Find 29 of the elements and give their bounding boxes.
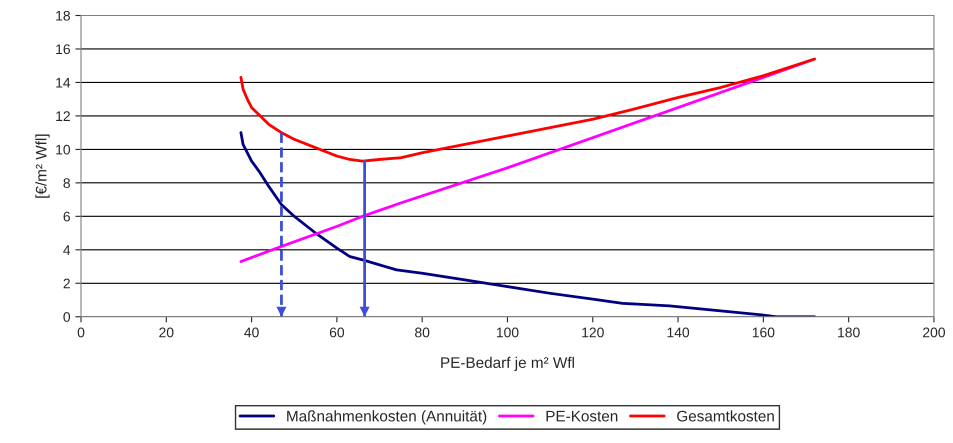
y-tick-label: 16 bbox=[56, 44, 70, 54]
y-tick-label: 4 bbox=[63, 245, 70, 255]
x-tick-label: 80 bbox=[415, 328, 430, 338]
x-tick-label: 200 bbox=[923, 328, 945, 338]
y-tick-label: 0 bbox=[63, 312, 70, 322]
x-tick-label: 180 bbox=[838, 328, 860, 338]
line-series bbox=[240, 58, 816, 162]
x-tick-label: 140 bbox=[668, 328, 690, 338]
y-tick-label: 2 bbox=[64, 278, 70, 288]
x-tick-label: 160 bbox=[752, 328, 774, 338]
x-axis-title: PE-Bedarf je m² Wfl bbox=[441, 356, 574, 372]
y-axis-title: [€/m² Wfl] bbox=[35, 134, 50, 198]
x-tick-label: 120 bbox=[582, 328, 604, 338]
x-tick-label: 100 bbox=[496, 328, 519, 338]
y-tick-label: 10 bbox=[56, 144, 70, 155]
line-series bbox=[240, 131, 816, 317]
y-tick-label: 8 bbox=[63, 178, 70, 188]
x-tick-label: 20 bbox=[159, 328, 174, 338]
x-tick-label: 40 bbox=[244, 328, 259, 338]
y-tick-label: 12 bbox=[56, 111, 70, 121]
y-tick-label: 14 bbox=[56, 78, 70, 88]
legend-label: Gesamtkosten bbox=[677, 410, 774, 422]
x-tick-label: 60 bbox=[330, 328, 344, 338]
legend-label: PE-Kosten bbox=[546, 410, 618, 422]
line-series bbox=[240, 58, 816, 263]
y-tick-label: 6 bbox=[64, 212, 70, 222]
y-tick-label: 18 bbox=[56, 10, 70, 21]
legend-label: Maßnahmenkosten (Annuität) bbox=[287, 410, 486, 425]
x-tick-label: 0 bbox=[78, 328, 84, 338]
